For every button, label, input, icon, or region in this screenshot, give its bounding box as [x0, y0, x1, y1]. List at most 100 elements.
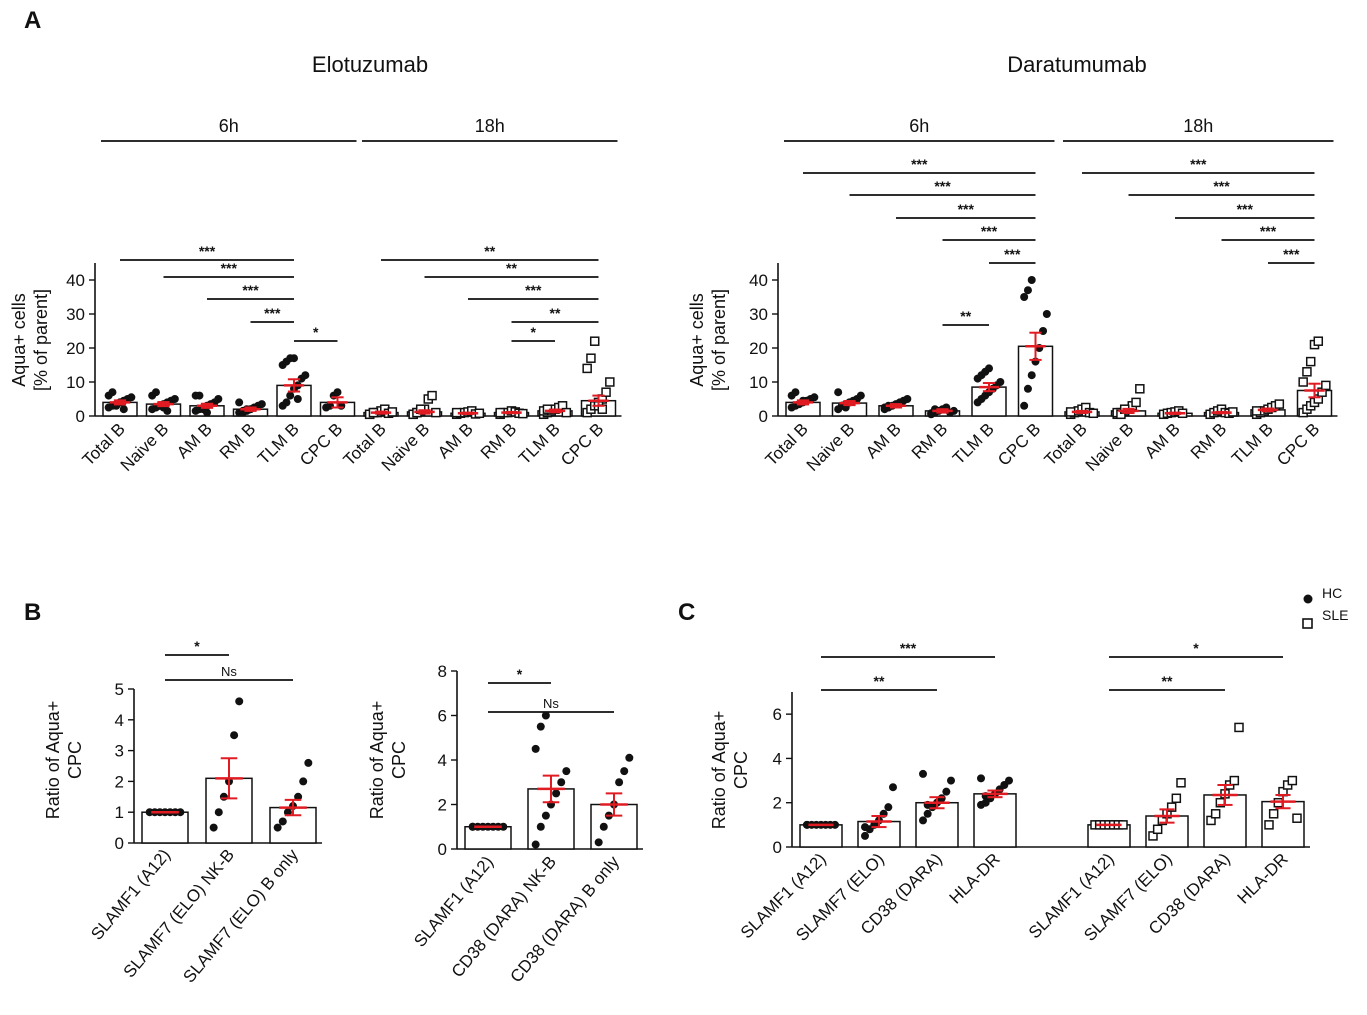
data-point [599, 822, 608, 831]
data-point [615, 778, 624, 787]
data-point [947, 776, 955, 785]
significance-label: *** [221, 260, 238, 276]
significance-label: * [517, 666, 523, 682]
data-point [1171, 793, 1182, 804]
significance-label: ** [506, 260, 517, 276]
legend: HC SLE [1302, 585, 1348, 629]
data-point [214, 395, 223, 403]
significance-label: *** [1283, 246, 1300, 262]
data-point [996, 378, 1005, 386]
data-point [1135, 384, 1145, 394]
data-point [1088, 408, 1099, 419]
data-point [282, 398, 291, 407]
data-point [791, 388, 800, 397]
y-tick-label: 40 [66, 271, 85, 290]
legend-hc-marker [1303, 594, 1313, 604]
data-point [903, 395, 912, 403]
y-tick-label: 6 [773, 705, 782, 724]
y-axis-label: Ratio of Aqua+ CPC [367, 701, 409, 820]
data-point [203, 408, 211, 417]
data-point [601, 387, 611, 397]
data-point [536, 722, 545, 731]
data-point [942, 787, 951, 796]
y-axis-label-line1: Ratio of Aqua+ [43, 701, 63, 820]
y-tick-label: 2 [115, 772, 124, 791]
category-label: AM B [434, 419, 477, 462]
y-axis-label-line2: [% of parent] [709, 289, 729, 391]
data-point [919, 816, 927, 825]
group-label: 18h [1183, 116, 1213, 136]
category-label: AM B [1141, 419, 1184, 462]
data-point [949, 406, 958, 415]
data-point [1027, 276, 1036, 284]
data-point [290, 354, 298, 363]
significance-label: * [531, 324, 537, 340]
panel-label-a: A [24, 7, 41, 34]
category-label: Naive B [378, 419, 434, 475]
y-tick-label: 1 [115, 803, 124, 822]
y-tick-label: 2 [773, 794, 782, 813]
category-label: TLM B [1228, 419, 1277, 468]
significance-label: * [313, 324, 319, 340]
data-point [937, 794, 946, 803]
category-label: TLM B [949, 419, 998, 468]
data-point [170, 395, 179, 403]
y-tick-label: 0 [759, 407, 768, 426]
data-point [195, 391, 204, 400]
data-point [552, 789, 561, 798]
data-point [985, 364, 993, 373]
data-point [1027, 371, 1036, 380]
data-point [283, 808, 292, 817]
data-point [1166, 802, 1177, 812]
y-tick-label: 0 [115, 834, 124, 853]
category-label: Naive B [803, 419, 859, 475]
data-point [861, 831, 869, 840]
significance-label: *** [934, 178, 951, 194]
data-point [536, 822, 545, 831]
significance-label: * [1193, 640, 1199, 656]
y-tick-label: 4 [773, 749, 782, 768]
category-label: TLM B [254, 419, 303, 468]
significance-label: *** [199, 243, 216, 259]
category-label: CPC B [296, 419, 346, 469]
y-tick-label: 4 [115, 711, 124, 730]
category-label: TLM B [515, 419, 564, 468]
data-point [810, 393, 819, 402]
category-label: CD38 (DARA) B only [506, 852, 623, 986]
data-point [1292, 813, 1302, 823]
y-axis-label-line2: [% of parent] [31, 289, 51, 391]
data-point [301, 371, 310, 380]
data-point [856, 391, 865, 400]
data-point [278, 817, 287, 826]
category-label: CPC B [1273, 419, 1323, 469]
data-point [557, 778, 566, 787]
data-point [499, 822, 508, 831]
data-point [214, 808, 223, 817]
data-point [831, 820, 839, 829]
panel-label-c: C [678, 599, 695, 626]
legend-sle-label: SLE [1322, 607, 1348, 623]
data-point [230, 731, 239, 740]
data-point [293, 395, 302, 403]
bar [141, 811, 189, 844]
y-axis-label-line2: CPC [65, 741, 85, 779]
y-tick-label: 6 [438, 707, 447, 726]
data-point [589, 336, 600, 346]
category-label: AM B [862, 419, 905, 462]
data-point [163, 406, 172, 415]
data-point [127, 393, 136, 402]
data-point [1020, 293, 1029, 301]
data-point [1176, 778, 1186, 788]
significance-label: ** [960, 308, 971, 324]
data-point [1023, 286, 1032, 295]
category-label: RM B [908, 419, 951, 462]
data-point [273, 823, 282, 832]
significance-label: *** [911, 156, 928, 172]
significance-label: Ns [221, 664, 237, 679]
panel-label-b: B [24, 599, 41, 626]
significance-label: *** [900, 640, 917, 656]
category-label: HLA-DR [946, 849, 1004, 907]
data-point [803, 820, 811, 829]
data-point [1023, 384, 1032, 393]
